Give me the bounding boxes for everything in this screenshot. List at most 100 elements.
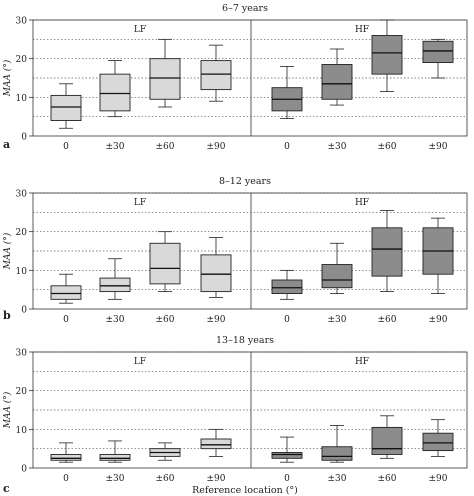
iqr-box: [99, 454, 131, 461]
x-tick-label: ±90: [207, 315, 226, 325]
box-hf-3: [422, 38, 454, 79]
y-axis-label: MAA (°): [2, 391, 13, 429]
y-tick-label: 30: [16, 190, 28, 200]
chart-panel-a: 0 10 20 30 MAA (°) 6–7 years a LF HF 0 ±30 ±60 ±90 0 ±…: [2, 3, 468, 152]
y-tick-label: 10: [16, 94, 28, 104]
group-label: LF: [134, 357, 146, 367]
x-tick-label: ±30: [328, 474, 347, 484]
panel-letter: b: [3, 309, 11, 322]
x-tick-label: 0: [284, 474, 290, 484]
x-tick-label: ±60: [378, 474, 397, 484]
x-tick-label: ±60: [156, 315, 175, 325]
box-hf-0: [271, 269, 303, 300]
box-lf-2: [149, 231, 181, 293]
box-hf-3: [422, 217, 454, 294]
iqr-box: [422, 432, 454, 452]
panel-title: 13–18 years: [216, 335, 274, 346]
plot-frame: [32, 192, 468, 310]
iqr-box: [371, 227, 403, 277]
x-tick-label: ±60: [156, 142, 175, 152]
box-lf-2: [149, 38, 181, 108]
iqr-box: [200, 438, 232, 450]
box-hf-2: [371, 209, 403, 293]
box-hf-3: [422, 419, 454, 457]
plot-frame: [32, 19, 468, 137]
y-tick-label: 10: [16, 426, 28, 436]
iqr-box: [50, 285, 82, 300]
y-tick-label: 0: [21, 306, 27, 316]
x-tick-label: ±60: [156, 474, 175, 484]
iqr-box: [50, 94, 82, 121]
iqr-box: [321, 264, 353, 289]
y-tick-label: 30: [16, 349, 28, 359]
group-label: HF: [355, 357, 369, 367]
y-tick-label: 20: [16, 228, 28, 238]
group-label: HF: [355, 25, 369, 35]
x-tick-label: ±90: [429, 142, 448, 152]
panel-title: 6–7 years: [222, 3, 268, 14]
panel-title: 8–12 years: [219, 176, 271, 187]
y-tick-label: 0: [21, 133, 27, 143]
box-lf-3: [200, 428, 232, 457]
x-tick-label: ±90: [207, 142, 226, 152]
y-axis-label: MAA (°): [2, 232, 13, 270]
box-hf-0: [271, 66, 303, 119]
box-lf-0: [50, 442, 82, 463]
iqr-box: [50, 454, 82, 461]
box-hf-2: [371, 19, 403, 92]
x-tick-label: ±30: [106, 142, 125, 152]
box-hf-0: [271, 436, 303, 463]
x-tick-label: ±30: [328, 142, 347, 152]
iqr-box: [99, 73, 131, 112]
x-axis-label: Reference location (°): [192, 485, 298, 496]
x-tick-label: 0: [284, 142, 290, 152]
box-hf-1: [321, 48, 353, 106]
iqr-box: [149, 58, 181, 100]
box-lf-2: [149, 442, 181, 461]
x-tick-label: 0: [63, 315, 69, 325]
chart-panel-b: 0 10 20 30 MAA (°) 8–12 years b LF HF 0 ±30 ±60 ±90 0…: [2, 176, 468, 325]
y-tick-label: 30: [16, 17, 28, 27]
iqr-box: [371, 426, 403, 455]
x-tick-label: ±30: [328, 315, 347, 325]
x-tick-label: 0: [63, 474, 69, 484]
group-label: LF: [134, 198, 146, 208]
iqr-box: [321, 446, 353, 461]
panel-letter: c: [3, 482, 10, 495]
box-lf-0: [50, 83, 82, 129]
box-lf-1: [99, 440, 131, 463]
y-tick-label: 0: [21, 465, 27, 475]
iqr-box: [271, 279, 303, 294]
box-lf-1: [99, 60, 131, 118]
box-lf-3: [200, 237, 232, 298]
iqr-box: [371, 35, 403, 75]
x-tick-label: ±60: [378, 142, 397, 152]
iqr-box: [149, 242, 181, 285]
box-lf-1: [99, 258, 131, 300]
x-tick-label: 0: [63, 142, 69, 152]
box-hf-1: [321, 242, 353, 294]
box-hf-1: [321, 425, 353, 463]
y-tick-label: 10: [16, 267, 28, 277]
chart-panel-c: 0 10 20 30 MAA (°) 13–18 years c LF HF 0 ±30 ±60 ±90…: [2, 335, 468, 496]
x-tick-label: ±90: [207, 474, 226, 484]
x-tick-label: ±60: [378, 315, 397, 325]
iqr-box: [422, 40, 454, 63]
iqr-box: [321, 64, 353, 100]
iqr-box: [99, 277, 131, 293]
y-axis-label: MAA (°): [2, 59, 13, 97]
box-hf-2: [371, 415, 403, 459]
x-tick-label: ±90: [429, 315, 448, 325]
iqr-box: [200, 254, 232, 293]
x-tick-label: ±30: [106, 474, 125, 484]
iqr-box: [271, 452, 303, 459]
x-tick-label: ±30: [106, 315, 125, 325]
x-tick-label: ±90: [429, 474, 448, 484]
plot-frame: [32, 351, 468, 469]
group-label: LF: [134, 25, 146, 35]
group-label: HF: [355, 198, 369, 208]
panel-letter: a: [3, 138, 10, 151]
y-tick-label: 20: [16, 387, 28, 397]
x-tick-label: 0: [284, 315, 290, 325]
